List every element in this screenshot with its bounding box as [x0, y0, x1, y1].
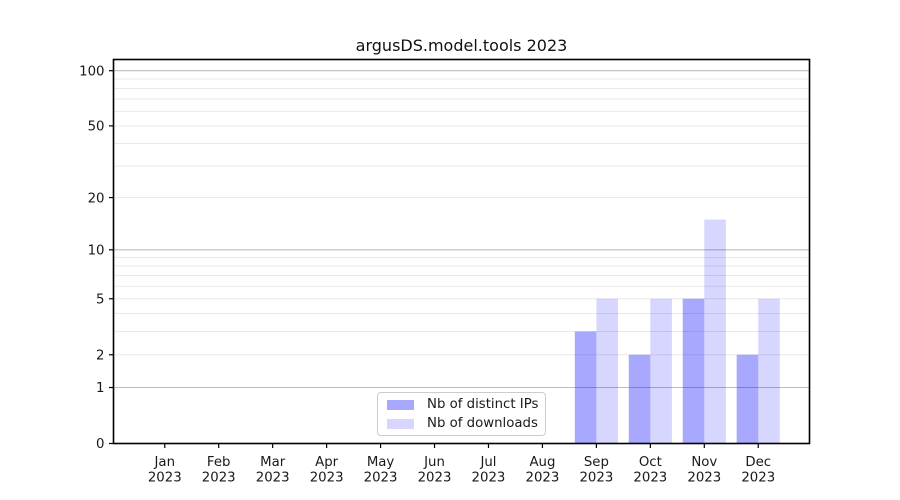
x-tick-label-month: Mar: [260, 455, 286, 470]
y-tick-label: 1: [96, 381, 104, 396]
legend-item-downloads: Nb of downloads: [387, 416, 545, 431]
chart-title: argusDS.model.tools 2023: [355, 36, 568, 55]
bar-downloads-sep: [596, 298, 618, 444]
bar-distinct-ips-oct: [628, 354, 651, 444]
x-tick-label-year: 2023: [418, 471, 452, 486]
x-tick-label-month: May: [367, 455, 395, 470]
x-tick-label-year: 2023: [148, 471, 182, 486]
bar-distinct-ips-dec: [736, 354, 759, 444]
x-tick-label-year: 2023: [633, 471, 667, 486]
legend: Nb of distinct IPs Nb of downloads: [377, 392, 546, 436]
y-tick-label: 10: [88, 243, 105, 258]
x-tick-label-year: 2023: [310, 471, 344, 486]
legend-label-distinct-ips: Nb of distinct IPs: [427, 397, 539, 412]
y-tick-label: 2: [96, 348, 104, 363]
bar-downloads-nov: [704, 219, 726, 444]
x-tick-label-month: Dec: [745, 455, 771, 470]
x-tick-label-month: Nov: [691, 455, 717, 470]
bar-downloads-oct: [650, 298, 672, 444]
bar-downloads-dec: [758, 298, 780, 444]
bar-distinct-ips-sep: [574, 331, 597, 444]
legend-item-distinct-ips: Nb of distinct IPs: [387, 397, 545, 412]
x-tick-label-month: Jan: [154, 455, 176, 470]
plot-border: [112, 58, 811, 445]
y-tick-label: 100: [79, 64, 104, 79]
y-tick-label: 20: [88, 191, 105, 206]
y-tick-label: 5: [96, 292, 104, 307]
x-tick-label-year: 2023: [256, 471, 290, 486]
x-tick-label-year: 2023: [472, 471, 506, 486]
x-tick-label-year: 2023: [202, 471, 236, 486]
x-tick-label-year: 2023: [741, 471, 775, 486]
x-tick-label-year: 2023: [687, 471, 721, 486]
y-tick-label: 0: [96, 437, 104, 452]
x-tick-label-year: 2023: [364, 471, 398, 486]
x-tick-label-month: Aug: [529, 455, 555, 470]
bar-distinct-ips-nov: [682, 298, 705, 444]
x-tick-label-month: Jul: [479, 455, 496, 470]
legend-swatch-downloads: [387, 418, 414, 429]
y-tick-label: 50: [88, 120, 105, 135]
x-tick-label-month: Feb: [207, 455, 231, 470]
x-tick-label-year: 2023: [579, 471, 613, 486]
x-tick-label-year: 2023: [526, 471, 560, 486]
x-tick-label-month: Sep: [584, 455, 609, 470]
x-tick-label-month: Apr: [315, 455, 339, 470]
legend-swatch-distinct-ips: [387, 399, 414, 410]
legend-label-downloads: Nb of downloads: [427, 416, 538, 431]
x-tick-label-month: Oct: [639, 455, 662, 470]
x-tick-label-month: Jun: [423, 455, 445, 470]
